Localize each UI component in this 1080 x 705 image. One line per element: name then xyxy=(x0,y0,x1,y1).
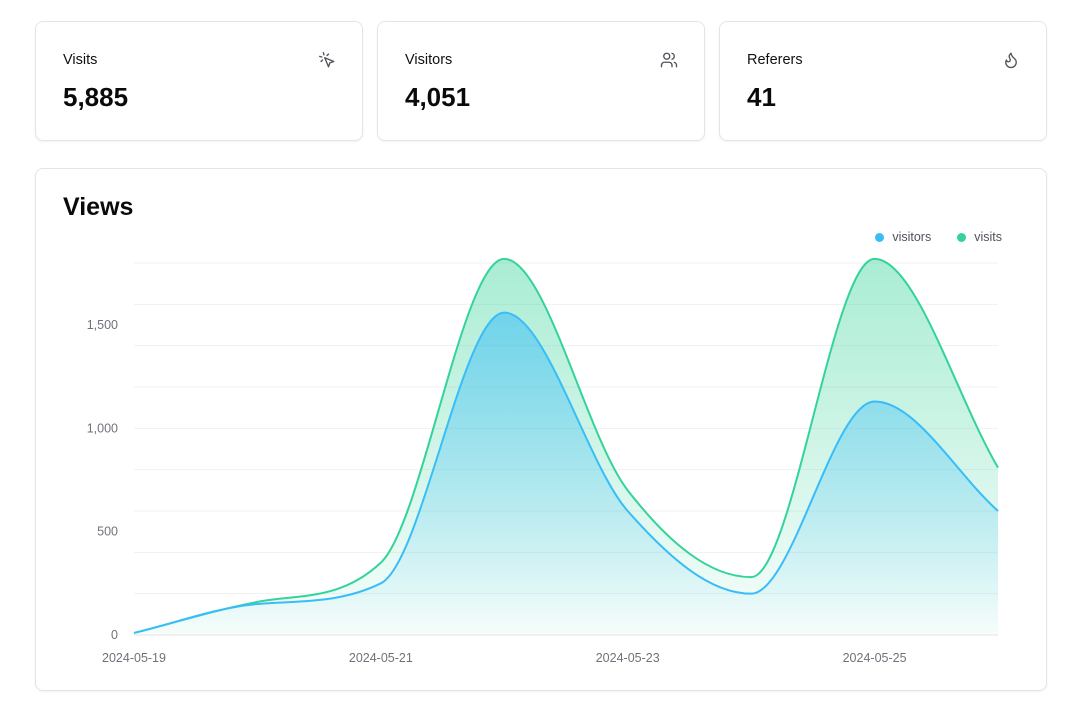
stat-value: 4,051 xyxy=(405,82,471,112)
x-tick-label: 2024-05-23 xyxy=(596,651,660,665)
legend-label: visitors xyxy=(892,230,932,244)
stat-label: Visitors xyxy=(405,52,453,68)
y-tick-label: 500 xyxy=(97,525,118,539)
views-area-chart: 0 500 1,000 1,500 2024-05-19 2024-05-21 2024-0… xyxy=(87,257,999,665)
y-tick-label: 1,000 xyxy=(87,421,118,435)
views-chart-card: Views visitors visits 0 500 1,000 1,500 2024… xyxy=(35,168,1047,691)
stat-card-visitors: Visitors 4,051 xyxy=(377,21,705,141)
x-tick-label: 2024-05-21 xyxy=(349,651,413,665)
chart-legend: visitors visits xyxy=(875,230,1002,244)
legend-item-visits[interactable]: visits xyxy=(957,230,1002,244)
y-tick-label: 0 xyxy=(111,628,118,642)
x-tick-label: 2024-05-19 xyxy=(102,651,166,665)
flame-icon xyxy=(1005,52,1017,69)
stat-card-visits: Visits 5,885 xyxy=(35,21,363,141)
legend-dot-visits xyxy=(957,232,967,242)
visits-series-line xyxy=(133,257,999,634)
stat-value: 5,885 xyxy=(63,82,129,112)
users-icon xyxy=(660,52,678,68)
y-tick-label: 1,500 xyxy=(87,318,118,332)
stat-card-referers: Referers 41 xyxy=(719,21,1047,141)
stat-label: Visits xyxy=(63,52,98,68)
x-tick-label: 2024-05-25 xyxy=(843,651,907,665)
legend-dot-visitors xyxy=(875,232,885,242)
legend-item-visitors[interactable]: visitors xyxy=(875,230,931,244)
visitors-series-area xyxy=(134,312,998,635)
chart-title: Views xyxy=(63,193,134,221)
visitors-series-line xyxy=(133,311,999,634)
stat-label: Referers xyxy=(747,52,803,68)
stat-value: 41 xyxy=(747,82,776,112)
mouse-pointer-click-icon xyxy=(318,51,335,68)
legend-label: visits xyxy=(974,230,1002,244)
